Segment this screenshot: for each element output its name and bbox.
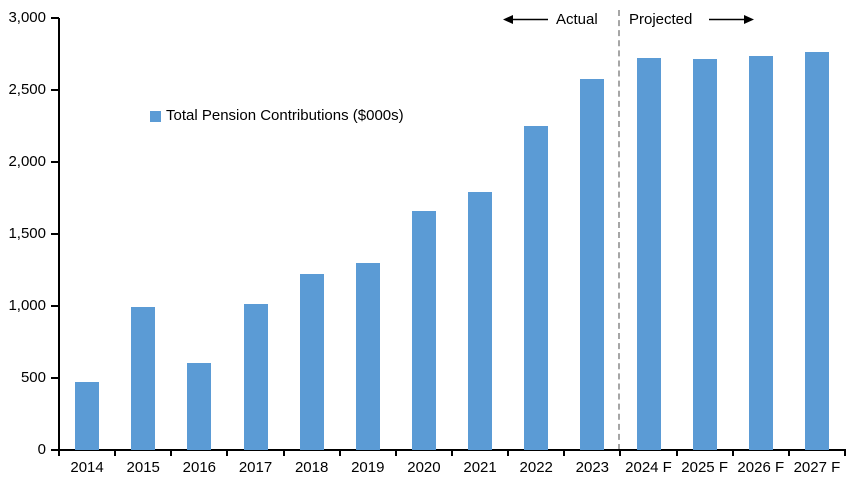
legend: Total Pension Contributions ($000s) <box>150 106 404 126</box>
x-tick-mark <box>675 451 678 456</box>
x-tick-mark <box>282 451 285 456</box>
bar-2027 F <box>804 51 829 450</box>
y-axis-line <box>58 18 60 453</box>
x-tick-label-2027 F: 2027 F <box>793 459 841 476</box>
x-tick-label-2017: 2017 <box>238 459 273 476</box>
projected-label: Projected <box>629 11 693 28</box>
bar-2022 <box>524 126 549 450</box>
y-tick-mark <box>51 449 59 451</box>
left-arrow-icon <box>503 15 548 24</box>
x-tick-mark <box>451 451 453 456</box>
x-tick-mark <box>619 451 622 456</box>
x-tick-label-2015: 2015 <box>126 459 160 476</box>
bar-2016 <box>187 362 212 450</box>
x-tick-label-2014: 2014 <box>70 459 104 476</box>
x-tick-label-2018: 2018 <box>294 459 329 476</box>
right-arrow-icon <box>709 15 754 24</box>
x-tick-mark <box>338 451 341 456</box>
y-tick-mark <box>51 89 59 91</box>
y-tick-mark <box>51 377 59 379</box>
y-tick-mark <box>51 161 59 163</box>
legend-label: Total Pension Contributions ($000s) <box>166 107 404 124</box>
x-tick-mark <box>844 451 846 456</box>
bar-2014 <box>75 382 100 450</box>
bar-2018 <box>299 274 324 450</box>
x-tick-label-2022: 2022 <box>519 459 553 476</box>
x-tick-label-2025 F: 2025 F <box>681 459 728 476</box>
x-tick-label-2026 F: 2026 F <box>737 459 785 476</box>
y-tick-label-3,000: 3,000 <box>8 9 46 26</box>
x-tick-mark <box>170 451 173 456</box>
bar-2019 <box>355 262 380 450</box>
x-tick-mark <box>58 451 60 456</box>
x-axis-line <box>58 449 846 451</box>
y-tick-mark <box>51 17 59 19</box>
y-tick-label-500: 500 <box>20 369 46 386</box>
x-tick-label-2023: 2023 <box>575 459 610 476</box>
y-tick-label-1,000: 1,000 <box>8 297 46 314</box>
x-tick-mark <box>507 451 510 456</box>
bar-2023 <box>580 79 605 450</box>
bar-2015 <box>131 307 156 450</box>
legend-marker <box>150 110 161 122</box>
x-tick-mark <box>731 451 734 456</box>
x-tick-label-2021: 2021 <box>463 459 497 476</box>
x-tick-mark <box>114 451 117 456</box>
x-tick-mark <box>787 451 790 456</box>
y-tick-mark <box>51 305 59 307</box>
x-tick-mark <box>563 451 566 456</box>
bar-2026 F <box>748 56 773 450</box>
x-tick-label-2020: 2020 <box>407 459 441 476</box>
x-tick-label-2024 F: 2024 F <box>625 459 672 476</box>
bar-2017 <box>243 303 268 450</box>
y-tick-label-2,500: 2,500 <box>8 81 46 98</box>
x-tick-label-2016: 2016 <box>182 459 217 476</box>
y-tick-label-2,000: 2,000 <box>8 153 46 170</box>
x-tick-mark <box>226 451 229 456</box>
bar-2020 <box>411 210 436 450</box>
actual-projected-divider-line <box>618 10 620 450</box>
bar-2025 F <box>692 59 717 450</box>
y-tick-mark <box>51 233 59 235</box>
x-tick-mark <box>394 451 397 456</box>
y-tick-label-1,500: 1,500 <box>8 225 46 242</box>
bar-2021 <box>468 192 493 450</box>
bar-2024 F <box>636 58 661 450</box>
x-tick-label-2019: 2019 <box>351 459 385 476</box>
actual-label: Actual <box>556 11 598 28</box>
y-tick-label-0: 0 <box>37 441 46 458</box>
